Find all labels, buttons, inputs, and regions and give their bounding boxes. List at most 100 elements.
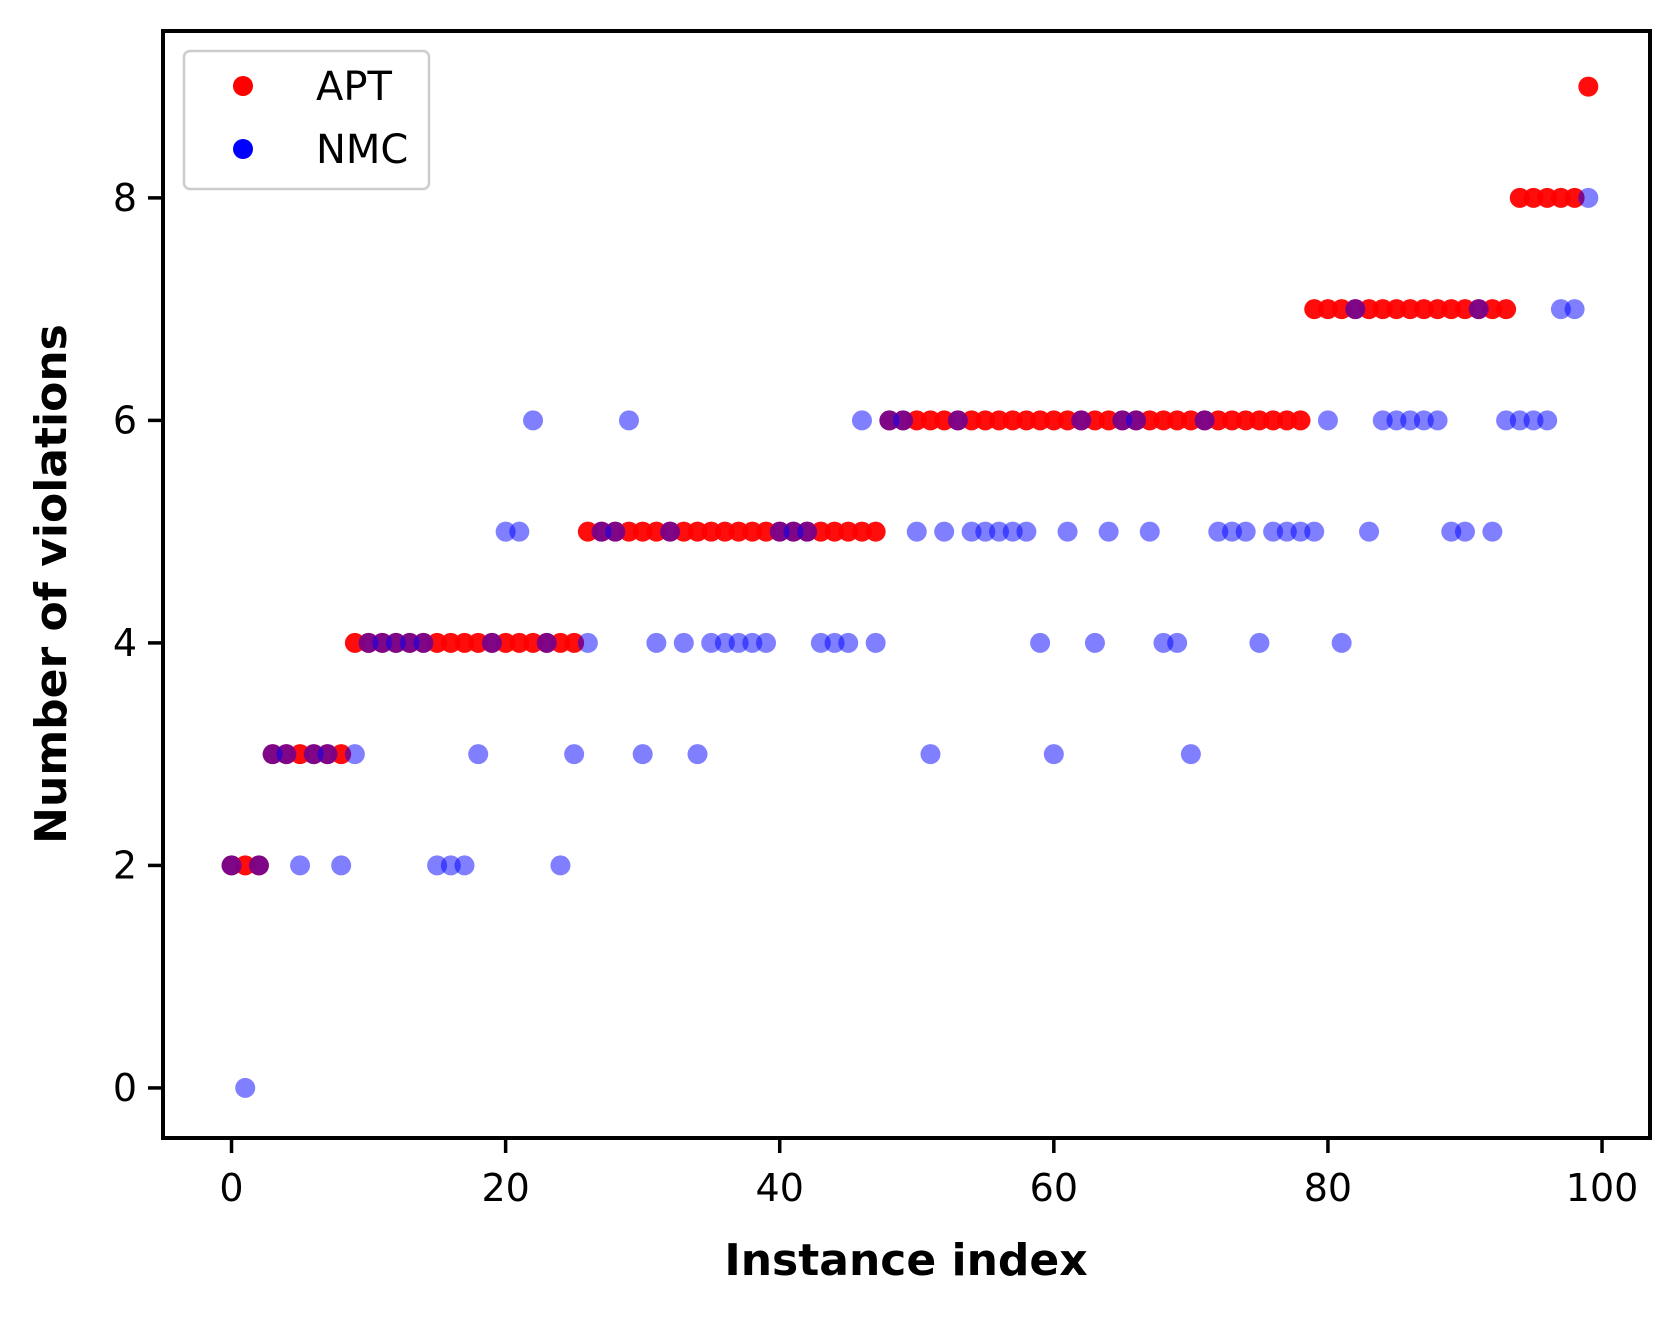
apt-point bbox=[1263, 410, 1284, 431]
apt-point bbox=[1359, 299, 1380, 320]
apt-point bbox=[1372, 299, 1393, 320]
nmc-point bbox=[1016, 521, 1037, 542]
nmc-point bbox=[1249, 632, 1270, 653]
y-axis: 0 2 4 6 8 bbox=[113, 176, 163, 1110]
apt-point bbox=[1030, 410, 1051, 431]
nmc-point bbox=[577, 632, 598, 653]
apt-point bbox=[1222, 410, 1242, 431]
apt-point bbox=[495, 632, 516, 653]
apt-point bbox=[1304, 299, 1325, 320]
nmc-point bbox=[1482, 521, 1503, 542]
apt-point bbox=[728, 521, 749, 542]
nmc-point bbox=[646, 632, 667, 653]
apt-point bbox=[1057, 410, 1078, 431]
y-tick-label: 6 bbox=[113, 398, 137, 442]
apt-point bbox=[1331, 299, 1352, 320]
nmc-point bbox=[660, 521, 681, 542]
nmc-point bbox=[1263, 521, 1284, 542]
legend-marker-nmc bbox=[233, 139, 253, 159]
nmc-point bbox=[1386, 410, 1407, 431]
y-axis-title: Number of violations bbox=[26, 324, 77, 844]
nmc-point bbox=[303, 744, 324, 765]
nmc-point bbox=[865, 632, 886, 653]
nmc-point bbox=[564, 744, 585, 765]
apt-point bbox=[1167, 410, 1188, 431]
x-tick-label: 20 bbox=[481, 1166, 529, 1210]
nmc-point bbox=[1441, 521, 1462, 542]
nmc-point bbox=[1345, 299, 1366, 320]
apt-point bbox=[1098, 410, 1119, 431]
apt-point bbox=[810, 521, 831, 542]
nmc-point bbox=[728, 632, 749, 653]
apt-point bbox=[344, 632, 365, 653]
nmc-point bbox=[1084, 632, 1105, 653]
nmc-point bbox=[769, 521, 790, 542]
apt-point bbox=[1427, 299, 1448, 320]
nmc-point bbox=[1139, 521, 1160, 542]
apt-point bbox=[851, 521, 872, 542]
nmc-point bbox=[481, 632, 502, 653]
apt-point bbox=[440, 632, 461, 653]
apt-point bbox=[701, 521, 722, 542]
apt-point bbox=[577, 521, 598, 542]
nmc-point bbox=[1167, 632, 1188, 653]
nmc-point bbox=[1098, 521, 1119, 542]
nmc-point bbox=[1454, 521, 1475, 542]
apt-point bbox=[865, 521, 886, 542]
apt-point bbox=[714, 521, 735, 542]
nmc-point bbox=[989, 521, 1010, 542]
apt-point bbox=[1290, 410, 1311, 431]
nmc-point bbox=[399, 632, 420, 653]
nmc-point bbox=[1208, 521, 1229, 542]
nmc-point bbox=[440, 855, 461, 876]
apt-point bbox=[975, 410, 996, 431]
nmc-point bbox=[372, 632, 393, 653]
nmc-point bbox=[1578, 187, 1599, 208]
nmc-point bbox=[1002, 521, 1023, 542]
apt-point bbox=[1153, 410, 1174, 431]
nmc-point bbox=[1304, 521, 1325, 542]
nmc-point bbox=[235, 1077, 256, 1098]
nmc-point bbox=[756, 632, 777, 653]
apt-point bbox=[742, 521, 763, 542]
legend-label-apt: APT bbox=[316, 64, 392, 110]
nmc-point bbox=[1235, 521, 1256, 542]
apt-point bbox=[1276, 410, 1297, 431]
apt-point bbox=[1139, 410, 1160, 431]
apt-point bbox=[687, 521, 708, 542]
nmc-point bbox=[262, 744, 283, 765]
apt-point bbox=[1317, 299, 1338, 320]
nmc-point bbox=[1537, 410, 1558, 431]
nmc-point bbox=[221, 855, 242, 876]
apt-point bbox=[961, 410, 982, 431]
x-tick-label: 40 bbox=[756, 1166, 804, 1210]
points-layer bbox=[221, 76, 1599, 1098]
apt-point bbox=[1564, 187, 1585, 208]
nmc-point bbox=[591, 521, 612, 542]
nmc-point bbox=[810, 632, 831, 653]
nmc-point bbox=[1400, 410, 1421, 431]
apt-point bbox=[1578, 76, 1599, 97]
nmc-point bbox=[742, 632, 763, 653]
apt-point bbox=[235, 855, 256, 876]
apt-point bbox=[1441, 299, 1462, 320]
nmc-point bbox=[1468, 299, 1489, 320]
apt-point bbox=[454, 632, 475, 653]
nmc-point bbox=[1153, 632, 1174, 653]
nmc-point bbox=[1564, 299, 1585, 320]
apt-point bbox=[550, 632, 571, 653]
apt-point bbox=[1482, 299, 1503, 320]
nmc-point bbox=[509, 521, 530, 542]
x-tick-label: 100 bbox=[1566, 1166, 1639, 1210]
apt-point bbox=[1016, 410, 1037, 431]
x-axis: 0 20 40 60 80 100 bbox=[219, 1138, 1638, 1210]
apt-point bbox=[632, 521, 653, 542]
nmc-point bbox=[906, 521, 927, 542]
nmc-point bbox=[331, 855, 352, 876]
apt-point bbox=[290, 744, 311, 765]
nmc-point bbox=[961, 521, 982, 542]
apt-point bbox=[824, 521, 845, 542]
apt-point bbox=[564, 632, 585, 653]
nmc-point bbox=[427, 855, 448, 876]
apt-point bbox=[468, 632, 489, 653]
